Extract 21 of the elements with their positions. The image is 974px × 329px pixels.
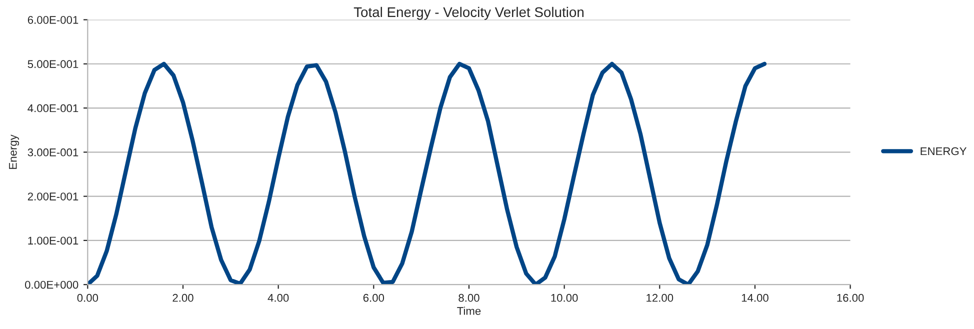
y-tick-label: 4.00E-001: [28, 104, 78, 112]
y-axis-title: Energy: [9, 134, 20, 169]
chart-title: Total Energy - Velocity Verlet Solution: [354, 6, 584, 20]
legend-label: ENERGY: [920, 147, 967, 156]
x-tick-label: 2.00: [172, 294, 194, 302]
y-tick-label: 6.00E-001: [28, 16, 78, 24]
y-tick-label: 1.00E-001: [28, 236, 78, 245]
y-tick-label: 5.00E-001: [28, 60, 78, 68]
x-tick-label: 4.00: [268, 294, 289, 302]
y-tick-label: 2.00E-001: [28, 192, 78, 200]
x-tick-label: 14.00: [742, 294, 768, 302]
x-tick-label: 6.00: [363, 294, 384, 302]
x-tick-label: 12.00: [646, 294, 674, 302]
line-series: [88, 62, 767, 285]
y-tick-label: 3.00E-001: [28, 148, 78, 156]
x-tick-label: 0.00: [77, 294, 98, 302]
y-tick-label: 0.00E+000: [25, 280, 78, 289]
x-tick-label: 10.00: [551, 294, 578, 302]
x-axis-title: Time: [457, 306, 481, 315]
x-tick-label: 16.00: [837, 294, 864, 302]
x-tick-label: 8.00: [458, 294, 480, 302]
